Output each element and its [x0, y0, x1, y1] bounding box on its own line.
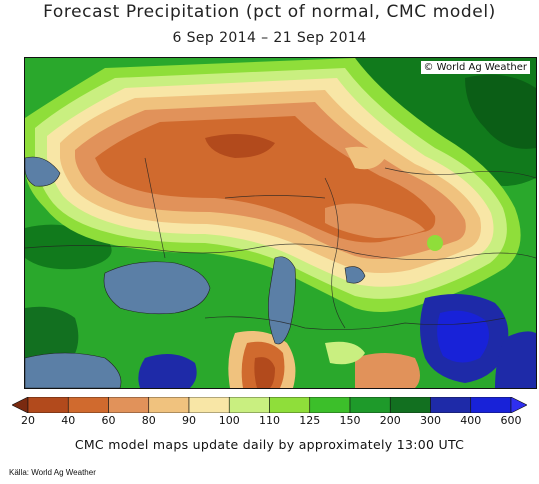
legend-swatch	[349, 397, 391, 413]
map-canvas	[25, 58, 536, 388]
legend-swatch	[27, 397, 69, 413]
legend-arrow-high	[510, 397, 527, 413]
legend-tick-label: 40	[61, 414, 76, 427]
legend-tick-label: 110	[259, 414, 280, 427]
legend-tick-label: 60	[101, 414, 116, 427]
legend-tick-label: 300	[420, 414, 441, 427]
legend-swatch	[188, 397, 230, 413]
map-title: Forecast Precipitation (pct of normal, C…	[43, 2, 496, 22]
legend-swatch	[309, 397, 351, 413]
legend-arrow-low	[12, 397, 29, 413]
map-credit: © World Ag Weather	[420, 61, 530, 74]
legend-tick-label: 600	[500, 414, 522, 427]
footer-note: CMC model maps update daily by approxima…	[74, 437, 465, 452]
legend-swatch	[67, 397, 109, 413]
legend-colorbar	[12, 397, 527, 413]
legend-tick-label: 125	[299, 414, 321, 427]
precipitation-map: © World Ag Weather	[24, 57, 537, 389]
legend-swatch	[269, 397, 311, 413]
legend-tick-label: 150	[339, 414, 361, 427]
source-caption: Källa: World Ag Weather	[9, 468, 96, 477]
legend-swatch	[389, 397, 431, 413]
legend-swatch	[148, 397, 190, 413]
date-range: 6 Sep 2014 – 21 Sep 2014	[172, 30, 367, 46]
legend-tick-label: 20	[21, 414, 35, 427]
legend-tick-label: 80	[141, 414, 156, 427]
legend-tick-label: 400	[460, 414, 482, 427]
legend-swatch	[228, 397, 270, 413]
legend-tick-label: 100	[218, 414, 240, 427]
legend-swatch	[470, 397, 512, 413]
legend-tick-label: 90	[182, 414, 196, 427]
legend-swatch	[108, 397, 150, 413]
legend-swatch	[430, 397, 472, 413]
legend-tick-label: 200	[379, 414, 401, 427]
